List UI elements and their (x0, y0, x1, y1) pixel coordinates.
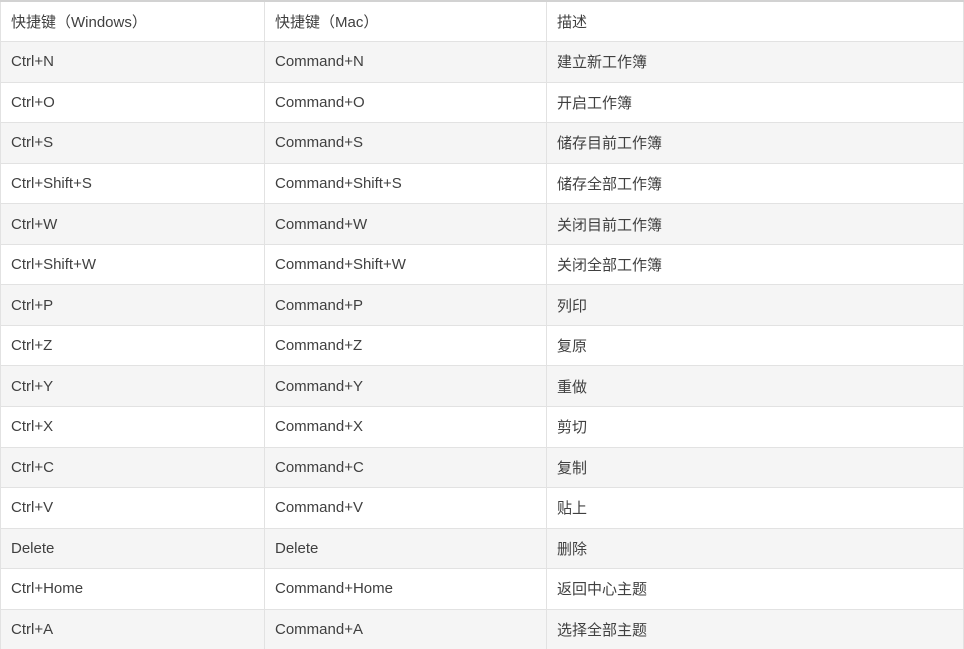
table-row: Ctrl+Home Command+Home 返回中心主题 (0, 568, 964, 610)
windows-shortcut-cell: Ctrl+Y (0, 365, 265, 407)
table-row: Ctrl+C Command+C 复制 (0, 446, 964, 489)
windows-shortcut-cell: Ctrl+Z (0, 324, 265, 367)
mac-shortcut-cell: Command+V (264, 487, 547, 529)
table-row: Ctrl+S Command+S 储存目前工作簿 (0, 122, 964, 164)
mac-shortcut-cell: Delete (264, 527, 547, 570)
description-cell: 返回中心主题 (546, 568, 964, 610)
mac-shortcut-cell: Command+Shift+W (264, 243, 547, 286)
mac-shortcut-cell: Command+X (264, 405, 547, 448)
column-header-mac: 快捷键（Mac） (264, 0, 547, 43)
description-cell: 重做 (546, 365, 964, 407)
mac-shortcut-cell: Command+S (264, 122, 547, 164)
description-cell: 复制 (546, 446, 964, 489)
table-row: Ctrl+Shift+W Command+Shift+W 关闭全部工作簿 (0, 243, 964, 286)
table-row: Ctrl+Z Command+Z 复原 (0, 324, 964, 367)
table-row: Ctrl+W Command+W 关闭目前工作簿 (0, 203, 964, 245)
description-cell: 复原 (546, 324, 964, 367)
table-row: Ctrl+Y Command+Y 重做 (0, 365, 964, 407)
mac-shortcut-cell: Command+Y (264, 365, 547, 407)
table-row: Ctrl+P Command+P 列印 (0, 284, 964, 326)
description-cell: 删除 (546, 527, 964, 570)
windows-shortcut-cell: Ctrl+V (0, 487, 265, 529)
description-cell: 剪切 (546, 405, 964, 448)
windows-shortcut-cell: Ctrl+X (0, 405, 265, 448)
column-header-windows: 快捷键（Windows） (0, 0, 265, 43)
table-row: Ctrl+N Command+N 建立新工作簿 (0, 41, 964, 83)
mac-shortcut-cell: Command+Shift+S (264, 162, 547, 205)
windows-shortcut-cell: Ctrl+C (0, 446, 265, 489)
mac-shortcut-cell: Command+Z (264, 324, 547, 367)
description-cell: 储存目前工作簿 (546, 122, 964, 164)
description-cell: 关闭目前工作簿 (546, 203, 964, 245)
description-cell: 关闭全部工作簿 (546, 243, 964, 286)
windows-shortcut-cell: Ctrl+Shift+S (0, 162, 265, 205)
windows-shortcut-cell: Ctrl+Shift+W (0, 243, 265, 286)
windows-shortcut-cell: Ctrl+A (0, 608, 265, 649)
windows-shortcut-cell: Delete (0, 527, 265, 570)
windows-shortcut-cell: Ctrl+Home (0, 568, 265, 610)
table-row: Delete Delete 删除 (0, 527, 964, 570)
table-body: Ctrl+N Command+N 建立新工作簿 Ctrl+O Command+O… (0, 41, 964, 649)
description-cell: 选择全部主题 (546, 608, 964, 649)
mac-shortcut-cell: Command+A (264, 608, 547, 649)
mac-shortcut-cell: Command+N (264, 41, 547, 83)
description-cell: 列印 (546, 284, 964, 326)
mac-shortcut-cell: Command+W (264, 203, 547, 245)
mac-shortcut-cell: Command+O (264, 81, 547, 124)
windows-shortcut-cell: Ctrl+S (0, 122, 265, 164)
table-row: Ctrl+Shift+S Command+Shift+S 储存全部工作簿 (0, 162, 964, 205)
windows-shortcut-cell: Ctrl+O (0, 81, 265, 124)
table-row: Ctrl+A Command+A 选择全部主题 (0, 608, 964, 649)
table-row: Ctrl+V Command+V 贴上 (0, 487, 964, 529)
column-header-description: 描述 (546, 0, 964, 43)
table-row: Ctrl+O Command+O 开启工作簿 (0, 81, 964, 124)
header-row: 快捷键（Windows） 快捷键（Mac） 描述 (0, 0, 964, 43)
windows-shortcut-cell: Ctrl+N (0, 41, 265, 83)
windows-shortcut-cell: Ctrl+P (0, 284, 265, 326)
description-cell: 储存全部工作簿 (546, 162, 964, 205)
description-cell: 开启工作簿 (546, 81, 964, 124)
table-row: Ctrl+X Command+X 剪切 (0, 405, 964, 448)
description-cell: 建立新工作簿 (546, 41, 964, 83)
mac-shortcut-cell: Command+C (264, 446, 547, 489)
mac-shortcut-cell: Command+Home (264, 568, 547, 610)
description-cell: 贴上 (546, 487, 964, 529)
windows-shortcut-cell: Ctrl+W (0, 203, 265, 245)
mac-shortcut-cell: Command+P (264, 284, 547, 326)
table-header: 快捷键（Windows） 快捷键（Mac） 描述 (0, 0, 964, 43)
